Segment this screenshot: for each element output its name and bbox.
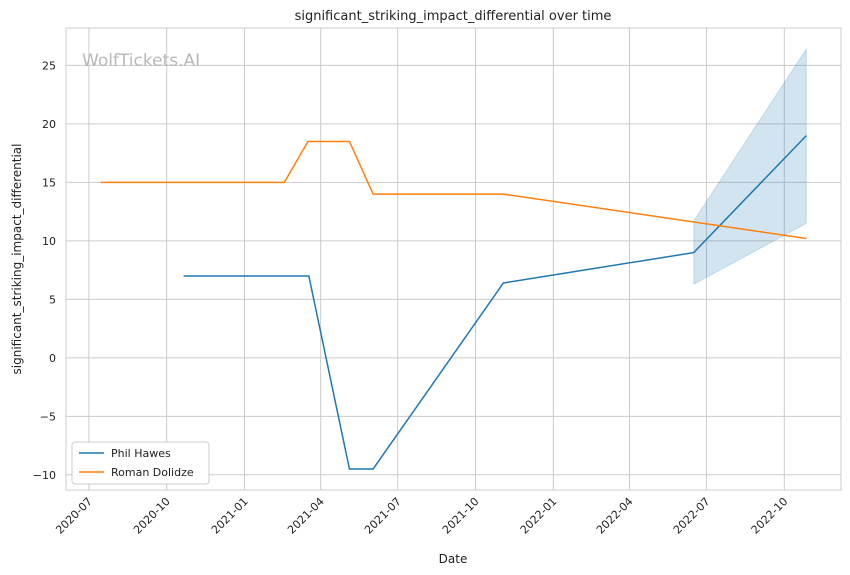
legend-label-roman-dolidze: Roman Dolidze (111, 466, 194, 479)
y-tick-label: 15 (42, 176, 56, 189)
x-tick-label: 2021-10 (440, 495, 482, 537)
x-tick-label: 2022-01 (518, 495, 560, 537)
y-tick-label: 20 (42, 118, 56, 131)
series-lines (100, 135, 807, 470)
y-tick-label: −5 (40, 410, 56, 423)
x-tick-label: 2021-04 (285, 495, 327, 537)
legend: Phil Hawes Roman Dolidze (71, 441, 210, 485)
y-tick-label: −10 (33, 469, 56, 482)
x-axis-label: Date (439, 552, 468, 566)
x-tick-labels: 2020-07 2020-10 2021-01 2021-04 2021-07 2021-… (53, 495, 790, 537)
watermark: WolfTickets.AI (82, 51, 200, 71)
chart-title: significant_striking_impact_differential… (295, 9, 612, 24)
y-tick-label: 0 (49, 352, 56, 365)
x-tick-label: 2020-10 (131, 495, 173, 537)
x-tick-label: 2022-07 (671, 495, 713, 537)
y-tick-label: 25 (42, 59, 56, 72)
y-tick-labels: −10 −5 0 5 10 15 20 25 (33, 59, 56, 481)
y-axis-label: significant_striking_impact_differential (10, 144, 24, 375)
x-tick-label: 2020-07 (53, 495, 95, 537)
x-tick-label: 2021-07 (362, 495, 404, 537)
legend-label-phil-hawes: Phil Hawes (111, 447, 171, 460)
x-tick-label: 2022-10 (749, 495, 791, 537)
y-tick-label: 10 (42, 235, 56, 248)
confidence-band (693, 47, 807, 285)
ci-band-0 (693, 47, 807, 285)
x-tick-label: 2021-01 (209, 495, 251, 537)
y-tick-label: 5 (49, 293, 56, 306)
grid (66, 28, 841, 490)
plot-area (65, 27, 842, 491)
x-tick-label: 2022-04 (594, 495, 636, 537)
